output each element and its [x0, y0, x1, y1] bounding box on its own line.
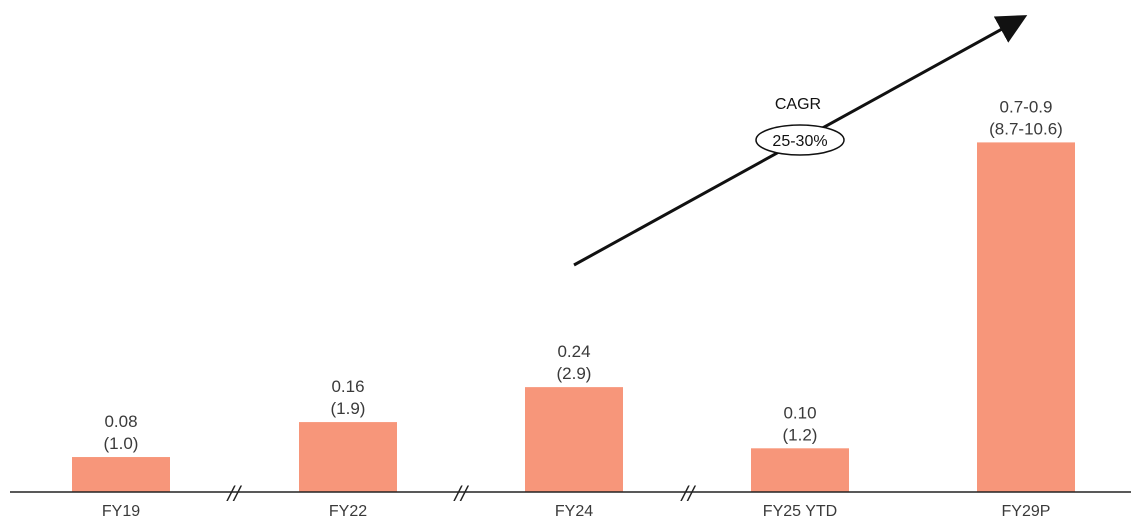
secondary-value-label: (1.2) — [783, 425, 818, 444]
bar-fy29p — [977, 142, 1075, 492]
value-label: 0.16 — [331, 377, 364, 396]
category-label: FY29P — [1002, 503, 1051, 520]
secondary-value-label: (1.9) — [331, 399, 366, 418]
category-label: FY25 YTD — [763, 503, 837, 520]
value-label: 0.10 — [783, 403, 816, 422]
cagr-value: 25-30% — [772, 133, 827, 150]
bar-fy19 — [72, 457, 170, 492]
secondary-value-label: (1.0) — [104, 434, 139, 453]
category-label: FY19 — [102, 503, 140, 520]
value-label: 0.7-0.9 — [1000, 97, 1053, 116]
value-label: 0.08 — [104, 412, 137, 431]
category-label: FY24 — [555, 503, 593, 520]
bar-fy25-ytd — [751, 448, 849, 492]
secondary-value-label: (8.7-10.6) — [989, 119, 1063, 138]
value-label: 0.24 — [557, 342, 590, 361]
category-label: FY22 — [329, 503, 367, 520]
bar-fy22 — [299, 422, 397, 492]
secondary-value-label: (2.9) — [557, 364, 592, 383]
axis-break-2: // — [453, 482, 470, 504]
cagr-ellipse — [755, 124, 845, 156]
cagr-title: CAGR — [775, 96, 821, 113]
axis-break-1: // — [226, 482, 243, 504]
bar-fy24 — [525, 387, 623, 492]
axis-break-3: // — [680, 482, 697, 504]
